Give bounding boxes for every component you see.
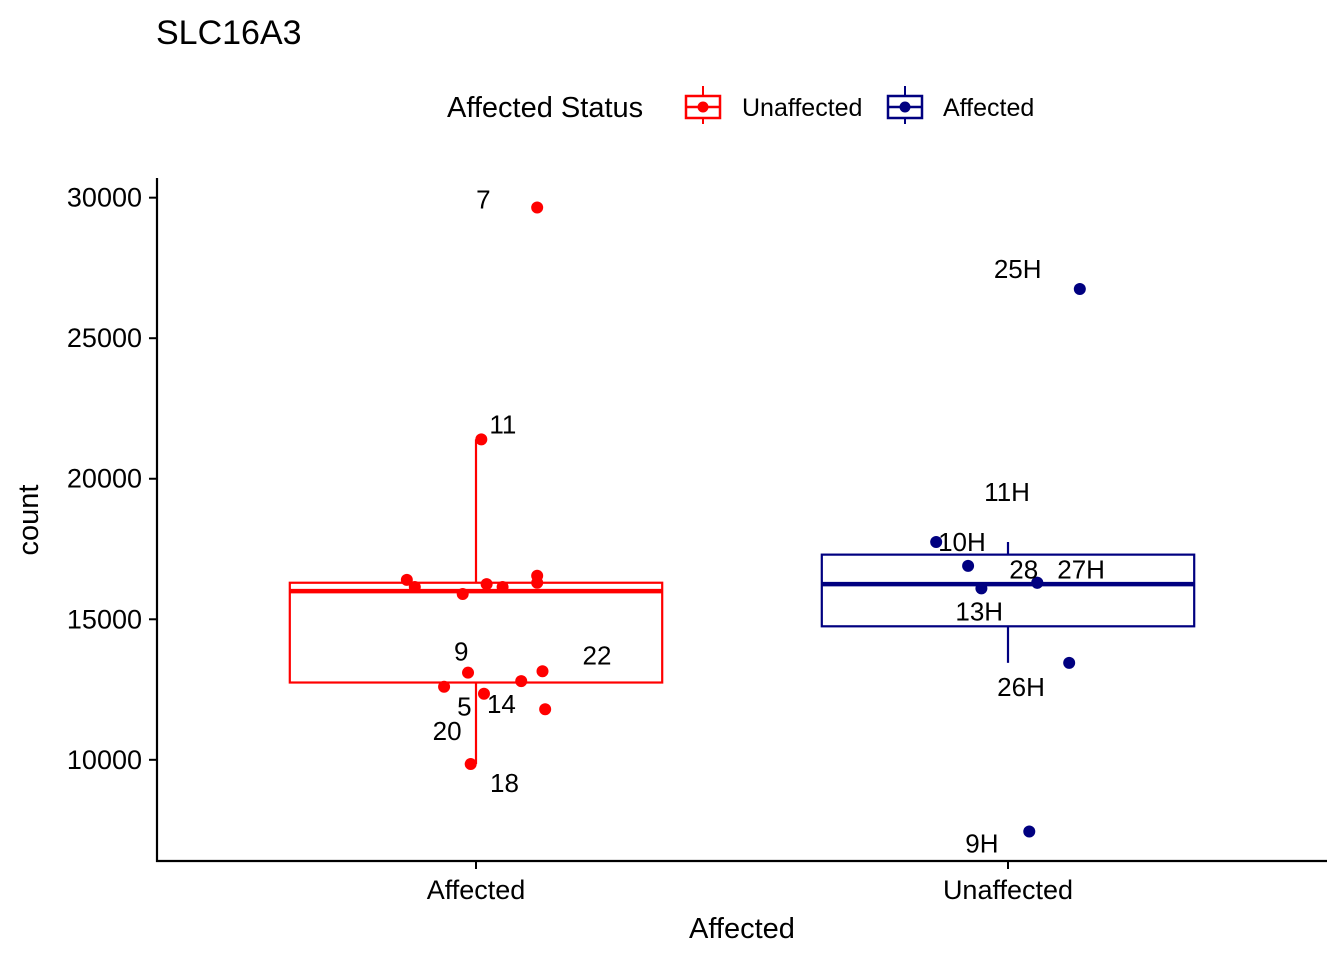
data-point <box>480 578 493 591</box>
point-label: 9H <box>965 828 998 858</box>
x-tick-label: Affected <box>427 875 526 905</box>
x-axis-title: Affected <box>689 913 795 945</box>
point-label: 28 <box>1009 555 1038 585</box>
data-point <box>975 582 988 595</box>
point-label: 25H <box>994 254 1042 284</box>
point-label: 18 <box>490 768 519 798</box>
data-point <box>438 680 451 693</box>
y-tick-label: 20000 <box>67 464 142 494</box>
legend-label-affected: Affected <box>943 94 1034 122</box>
point-label: 10H <box>938 527 986 557</box>
data-point <box>475 433 488 446</box>
box-iqr <box>820 553 1196 628</box>
data-point <box>462 666 475 679</box>
point-label: 27H <box>1057 555 1105 585</box>
point-label: 11 <box>489 409 516 439</box>
data-point <box>1073 283 1086 296</box>
data-point <box>1063 656 1076 669</box>
y-axis-title: count <box>13 485 45 556</box>
point-label: 14 <box>487 689 516 719</box>
point-label: 9 <box>454 637 468 667</box>
data-point <box>1031 576 1044 589</box>
y-axis-ticks: 10000 15000 20000 25000 30000 <box>67 183 157 775</box>
legend-key-unaffected <box>684 86 722 124</box>
series-affected: 7 11 9 22 5 14 20 18 <box>288 185 664 798</box>
data-point <box>962 559 975 572</box>
y-tick-label: 15000 <box>67 604 142 634</box>
point-label: 13H <box>955 596 1003 626</box>
data-point <box>408 580 421 593</box>
point-label: 20 <box>433 716 462 746</box>
point-label: 22 <box>583 640 612 670</box>
x-axis-ticks: Affected Unaffected <box>427 861 1073 905</box>
x-tick-label: Unaffected <box>943 875 1073 905</box>
data-point <box>531 201 544 214</box>
data-point <box>515 675 528 688</box>
y-tick-label: 30000 <box>67 183 142 213</box>
point-label: 5 <box>457 692 471 722</box>
data-point <box>400 573 413 586</box>
legend-label-unaffected: Unaffected <box>742 94 862 122</box>
y-tick-label: 25000 <box>67 323 142 353</box>
data-point <box>496 580 509 593</box>
chart-title: SLC16A3 <box>156 14 302 52</box>
legend: Affected Status Unaffected Affected <box>447 86 1034 124</box>
point-label: 26H <box>997 672 1045 702</box>
data-point <box>536 665 549 678</box>
data-point <box>464 758 477 771</box>
box-iqr <box>288 581 664 684</box>
data-point <box>531 576 544 589</box>
point-label: 11H <box>984 477 1030 507</box>
y-tick-label: 10000 <box>67 745 142 775</box>
data-point <box>539 703 552 716</box>
data-point <box>930 535 943 548</box>
data-point <box>477 687 490 700</box>
data-point <box>1023 825 1036 838</box>
legend-title: Affected Status <box>447 92 643 124</box>
legend-key-affected <box>886 86 924 124</box>
point-label: 7 <box>476 185 490 215</box>
data-point <box>456 587 469 600</box>
